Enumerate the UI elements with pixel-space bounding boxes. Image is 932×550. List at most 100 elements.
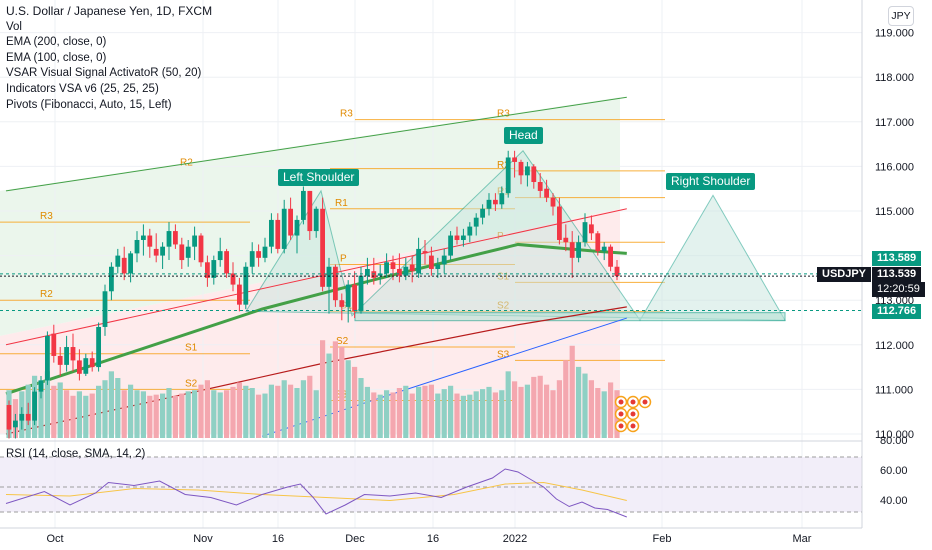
volume-bar xyxy=(332,341,338,438)
volume-bar xyxy=(300,380,306,438)
symbol-tag: USDJPY xyxy=(817,267,872,282)
candle-body xyxy=(435,264,441,269)
x-tick-label: 16 xyxy=(272,533,284,545)
candle-body xyxy=(211,260,217,278)
candle-body xyxy=(397,268,402,276)
volume-bar xyxy=(537,375,543,438)
candle-body xyxy=(358,275,364,312)
volume-bar xyxy=(179,393,185,438)
candle-body xyxy=(51,333,57,356)
candle-body xyxy=(77,360,82,374)
rsi-line xyxy=(5,468,627,518)
volume-bar xyxy=(601,391,607,438)
candle-body xyxy=(493,199,498,205)
volume-bar xyxy=(467,394,473,438)
volume-bar xyxy=(377,394,383,438)
volume-bar xyxy=(352,366,358,438)
pivot-label: S2 xyxy=(185,378,198,389)
volume-bar xyxy=(217,392,223,438)
event-marker-dot xyxy=(618,411,624,417)
volume-bar xyxy=(115,378,121,438)
candle-body xyxy=(390,262,396,269)
x-tick-label: Feb xyxy=(653,533,672,545)
candle-body xyxy=(563,237,569,243)
volume-bar xyxy=(422,385,428,438)
candle-body xyxy=(505,157,511,194)
currency-button[interactable]: JPY xyxy=(888,6,914,26)
event-marker-dot xyxy=(630,411,636,417)
candle-body xyxy=(109,266,114,292)
candle-body xyxy=(441,255,447,265)
candle-body xyxy=(531,166,537,183)
volume-bar xyxy=(416,386,422,438)
candle-body xyxy=(249,251,255,267)
legend-volume[interactable]: Vol xyxy=(6,20,22,33)
x-tick-label: 2022 xyxy=(503,533,527,545)
candle-body xyxy=(224,251,229,274)
volume-bar xyxy=(345,360,351,438)
volume-bar xyxy=(608,382,614,438)
channel-middle xyxy=(5,208,627,346)
volume-bar xyxy=(371,392,377,438)
candle-body xyxy=(19,413,25,421)
legend-vsa[interactable]: Indicators VSA v6 (25, 25, 25) xyxy=(6,82,159,95)
candle-body xyxy=(518,161,524,176)
rsi-ma-line xyxy=(5,481,627,502)
pivot-label: P xyxy=(340,254,347,265)
volume-bar xyxy=(76,391,82,438)
candle-body xyxy=(6,405,12,430)
candle-body xyxy=(70,347,76,361)
candle-body xyxy=(473,217,479,227)
volume-bar xyxy=(38,380,44,438)
candle-body xyxy=(89,358,95,368)
volume-bar xyxy=(556,380,562,438)
candle-body xyxy=(96,326,101,368)
legend-ema-200[interactable]: EMA (200, close, 0) xyxy=(6,36,107,49)
candle-body xyxy=(576,242,581,258)
legend-vsar[interactable]: VSAR Visual Signal ActivatoR (50, 20) xyxy=(6,67,202,80)
x-tick-label: 16 xyxy=(427,533,439,545)
volume-bar xyxy=(339,346,345,438)
volume-bar xyxy=(582,373,588,438)
volume-bar xyxy=(102,380,108,438)
volume-bar xyxy=(243,385,249,438)
candle-body xyxy=(57,355,63,365)
candle-body xyxy=(307,190,313,232)
candle-body xyxy=(141,235,146,240)
candle-body xyxy=(550,197,556,207)
candle-body xyxy=(339,300,345,307)
candle-body xyxy=(13,420,18,428)
rsi-legend[interactable]: RSI (14, close, SMA, 14, 2) xyxy=(6,448,146,460)
pivot-label: R3 xyxy=(497,109,510,120)
pivot-label: R2 xyxy=(40,289,53,300)
candle-body xyxy=(480,208,485,218)
candle-body xyxy=(544,188,549,198)
volume-bar xyxy=(281,380,287,438)
candle-body xyxy=(269,219,274,247)
volume-bar xyxy=(512,381,518,438)
candle-body xyxy=(83,358,89,374)
volume-bar xyxy=(147,395,153,438)
candle-body xyxy=(243,266,249,305)
volume-bar xyxy=(262,393,268,438)
price-tag-upper: 113.589 xyxy=(872,251,922,266)
volume-bar xyxy=(460,395,466,438)
volume-bar xyxy=(268,384,274,438)
legend-pivots[interactable]: Pivots (Fibonacci, Auto, 15, Left) xyxy=(6,98,172,111)
candle-body xyxy=(448,235,453,256)
event-marker-dot xyxy=(642,399,648,405)
volume-bar xyxy=(230,386,236,438)
candle-body xyxy=(384,262,389,274)
candle-body xyxy=(153,248,159,256)
y-tick-label: 111.000 xyxy=(875,384,913,396)
candle-body xyxy=(160,246,165,256)
legend-ema-100[interactable]: EMA (100, close, 0) xyxy=(6,51,107,64)
candle-body xyxy=(32,391,37,421)
pivot-label: S3 xyxy=(497,349,510,360)
rsi-tick-label: 40.00 xyxy=(880,495,908,507)
candle-body xyxy=(294,219,300,236)
candle-body xyxy=(499,193,505,205)
candle-body xyxy=(173,231,178,245)
